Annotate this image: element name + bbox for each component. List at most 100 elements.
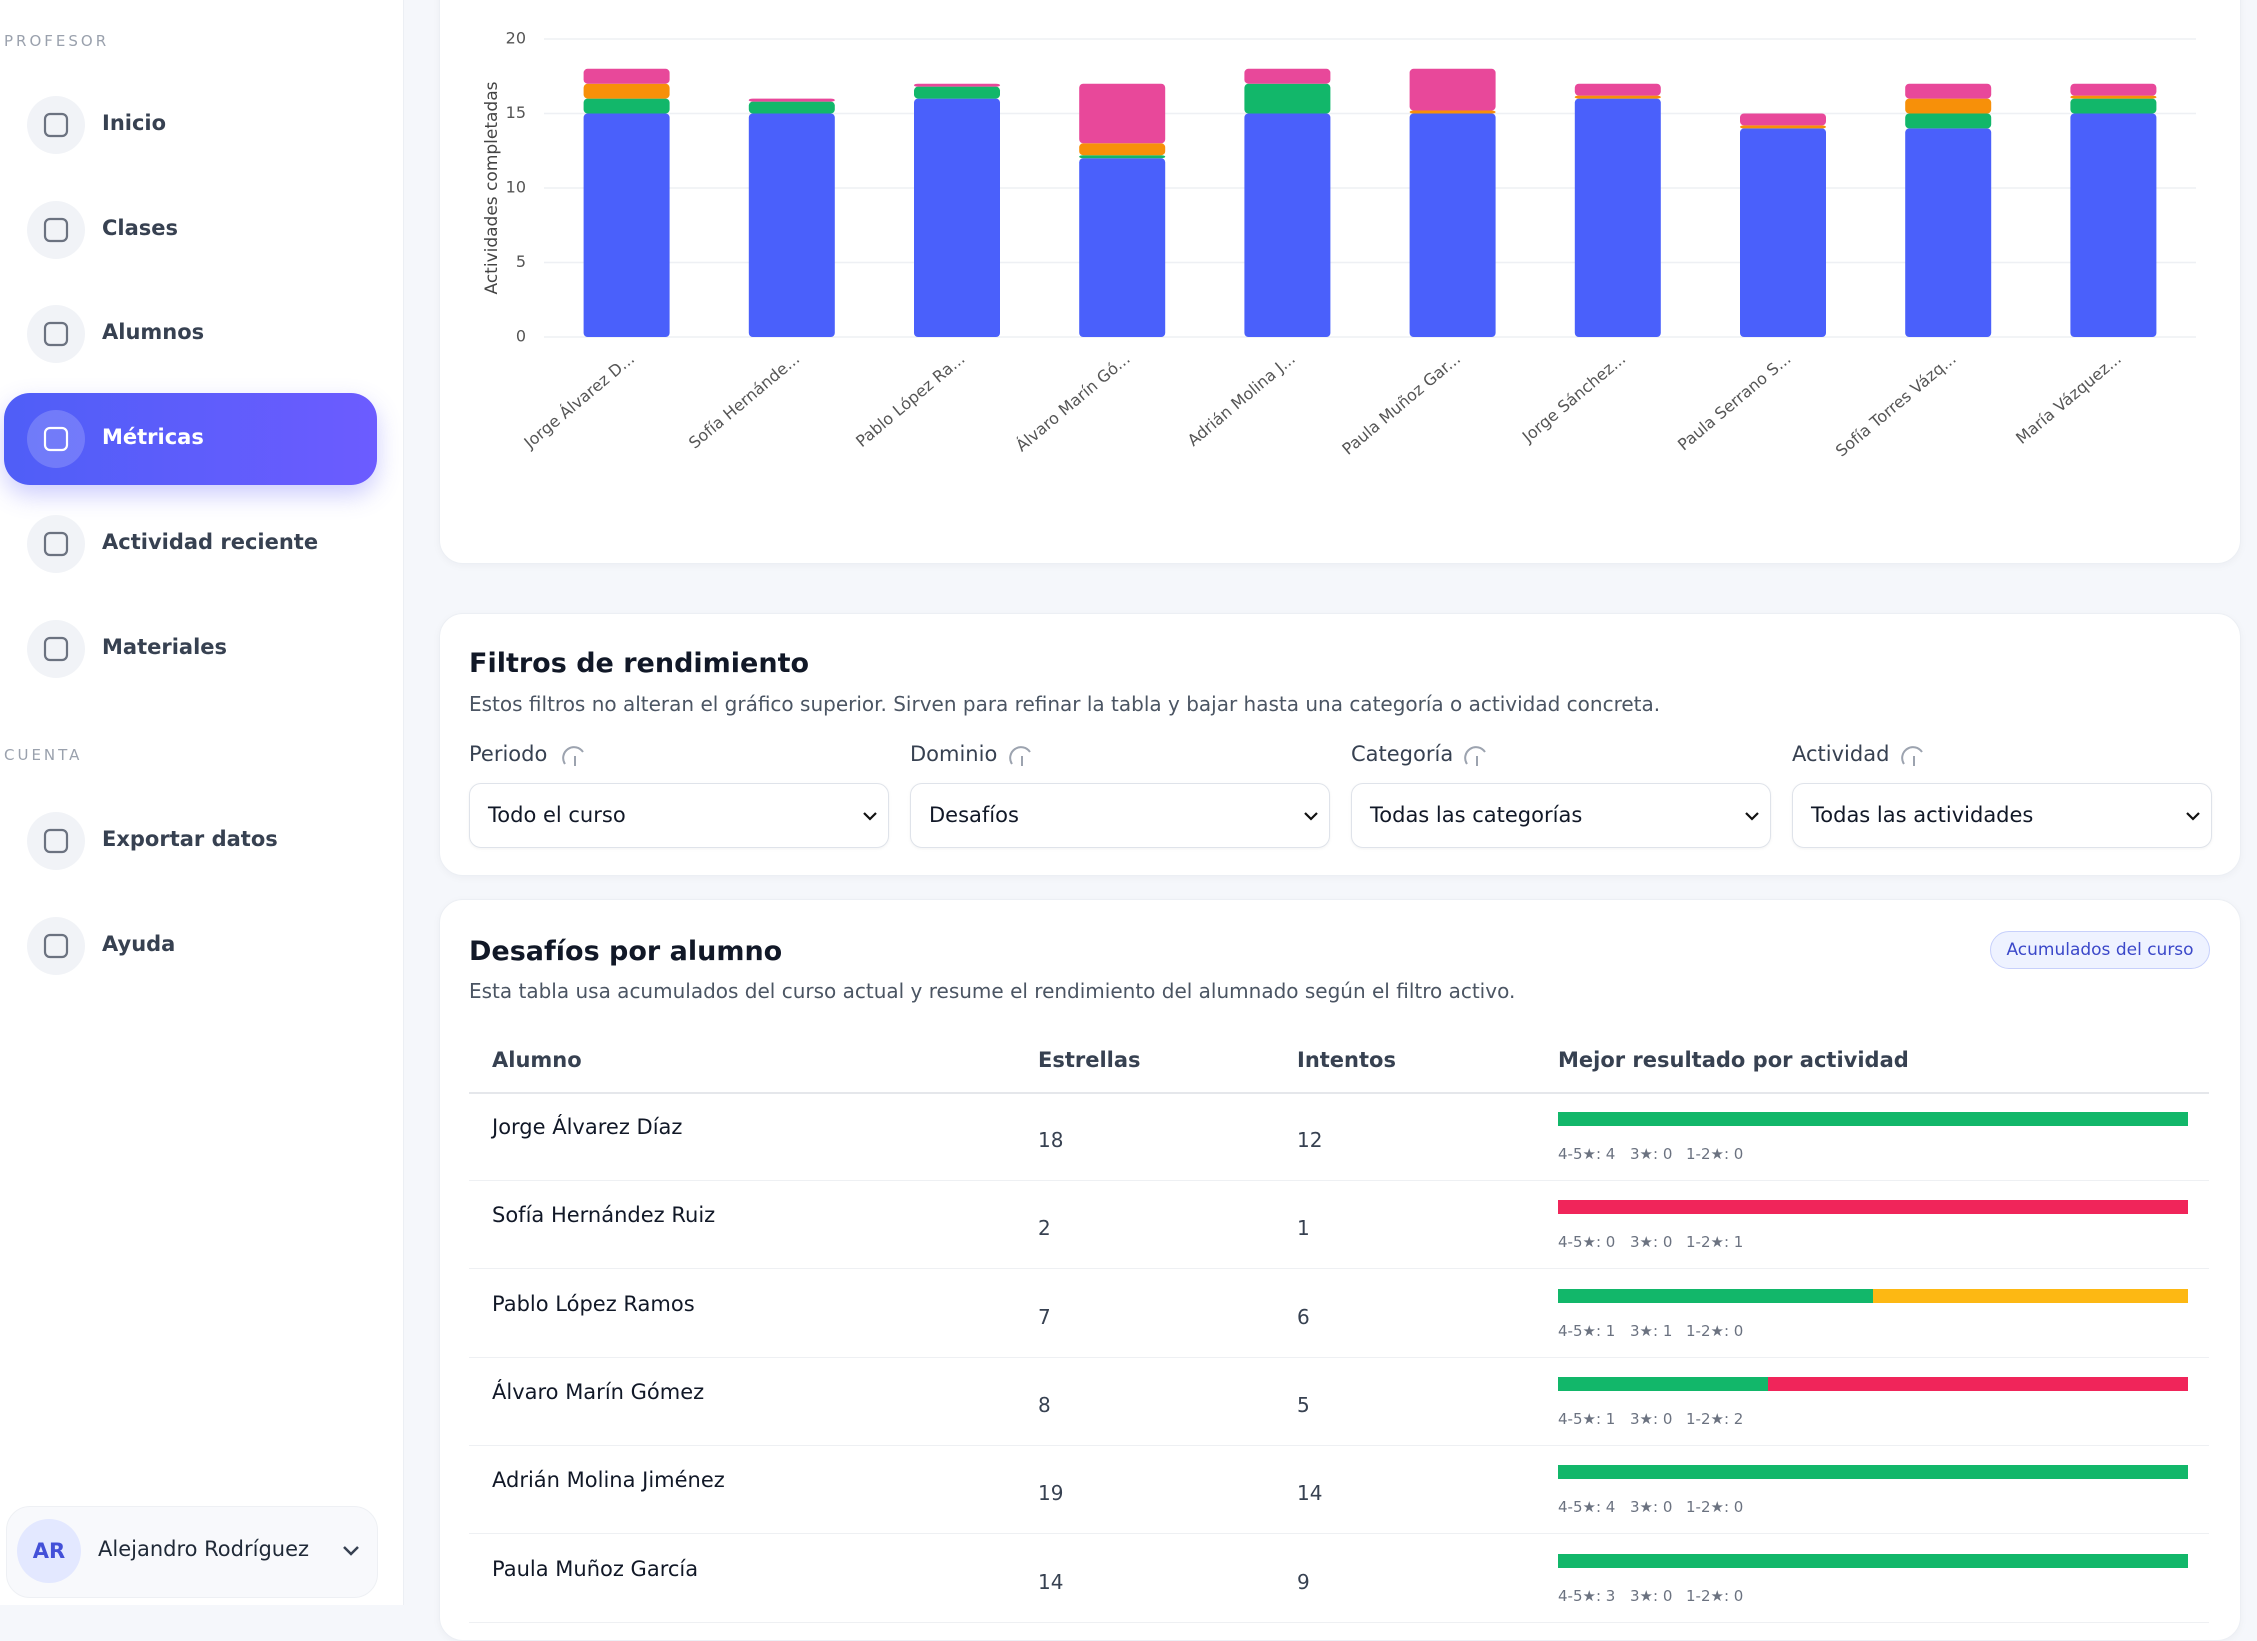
arrow-line bbox=[2186, 812, 2200, 821]
nav-item[interactable]: Alumnos bbox=[102, 320, 205, 344]
user-box bbox=[6, 1506, 378, 1598]
result-label: 1-2★: 0 bbox=[1686, 1321, 1744, 1340]
bar-segment bbox=[2070, 83, 2157, 96]
icon-bg bbox=[27, 410, 85, 468]
stars: 8 bbox=[1038, 1392, 1051, 1417]
nav-icon bbox=[27, 201, 85, 259]
y-tick-label: 20 bbox=[506, 29, 526, 48]
result-label: 1-2★: 0 bbox=[1686, 1586, 1744, 1605]
bar-segment bbox=[1409, 68, 1496, 111]
info-glyph bbox=[1901, 746, 1923, 766]
filter-label: Actividad bbox=[1792, 742, 1890, 766]
result-segment bbox=[1558, 1200, 2188, 1215]
icon-bg bbox=[27, 515, 85, 573]
bar-segment bbox=[1905, 98, 1992, 114]
x-tick-label: Paula Muñoz Gar... bbox=[1338, 349, 1464, 459]
nav-icon bbox=[27, 410, 85, 468]
result-label: 4-5★: 3 bbox=[1558, 1586, 1616, 1605]
bar-segment bbox=[914, 98, 1000, 337]
select-arrow bbox=[1745, 812, 1759, 821]
filter-label: Dominio bbox=[910, 742, 998, 766]
user-name: Alejandro Rodríguez bbox=[98, 1537, 310, 1561]
nav-item[interactable]: Clases bbox=[102, 216, 179, 240]
y-axis-label: Actividades completadas bbox=[482, 81, 502, 294]
info-icon bbox=[1009, 746, 1031, 766]
bar-segment bbox=[1905, 83, 1992, 99]
nav-item[interactable]: Exportar datos bbox=[102, 827, 278, 851]
icon-bg bbox=[27, 305, 85, 363]
result-label: 3★: 0 bbox=[1630, 1145, 1673, 1163]
sidebar: PROFESOR Inicio Clases Alumnos Métricas Activ… bbox=[0, 0, 404, 1605]
icon-glyph bbox=[43, 426, 69, 452]
bar-segment bbox=[1409, 113, 1496, 337]
bar-segment bbox=[1079, 143, 1166, 156]
student-name: Paula Muñoz García bbox=[492, 1556, 699, 1581]
x-tick-label: Sofía Torres Vázq... bbox=[1832, 349, 1960, 461]
nav-item[interactable]: Materiales bbox=[102, 635, 228, 659]
student-name: Jorge Álvarez Díaz bbox=[492, 1115, 683, 1139]
chevron bbox=[343, 1546, 359, 1556]
filter-label: Periodo bbox=[469, 742, 548, 766]
bar-segment bbox=[2070, 95, 2157, 99]
bar-segment bbox=[2070, 98, 2157, 114]
student-name: Álvaro Marín Gómez bbox=[492, 1379, 705, 1404]
bar-segment bbox=[914, 86, 1000, 99]
y-tick-label: 15 bbox=[506, 103, 526, 122]
stars: 14 bbox=[1038, 1569, 1064, 1594]
result-label: 3★: 0 bbox=[1630, 1233, 1673, 1252]
arrow-line bbox=[1745, 812, 1759, 821]
icon-bg bbox=[27, 96, 85, 154]
student-name: Sofía Hernández Ruiz bbox=[492, 1203, 716, 1228]
table-card: Desafíos por alumno Acumulados del curso E… bbox=[439, 899, 2241, 1641]
icon-glyph bbox=[43, 828, 69, 854]
student-name: Adrián Molina Jiménez bbox=[492, 1468, 725, 1493]
result-label: 3★: 1 bbox=[1630, 1321, 1673, 1340]
select-arrow bbox=[863, 812, 877, 821]
nav-icon bbox=[27, 305, 85, 363]
nav-item[interactable]: Ayuda bbox=[102, 932, 176, 956]
x-tick-label: Jorge Sánchez... bbox=[1518, 349, 1629, 447]
nav-item[interactable]: Métricas bbox=[102, 425, 204, 449]
attempts: 14 bbox=[1297, 1481, 1323, 1506]
x-tick-label: María Vázquez... bbox=[2012, 349, 2125, 448]
select[interactable]: Todo el curso bbox=[469, 783, 889, 848]
result-bar bbox=[1558, 1465, 2188, 1480]
icon-bg bbox=[27, 620, 85, 678]
icon-glyph bbox=[43, 933, 69, 959]
icon-glyph bbox=[43, 217, 69, 243]
result-bar bbox=[1558, 1200, 2188, 1215]
result-segment bbox=[1558, 1465, 2188, 1480]
nav-item[interactable]: Inicio bbox=[102, 111, 167, 135]
icon-glyph bbox=[43, 636, 69, 662]
nav-icon bbox=[27, 620, 85, 678]
select[interactable]: Desafíos bbox=[910, 783, 1330, 848]
header-rule bbox=[469, 1092, 2209, 1094]
result-bar bbox=[1558, 1288, 2188, 1303]
bar-segment bbox=[1905, 128, 1992, 337]
column-header: Mejor resultado por actividad bbox=[1558, 1048, 1909, 1072]
select[interactable]: Todas las actividades bbox=[1792, 783, 2212, 848]
result-segment bbox=[1558, 1553, 2188, 1568]
result-segment bbox=[1558, 1376, 1768, 1391]
bar-segment bbox=[583, 98, 670, 114]
icon-bg bbox=[27, 201, 85, 259]
row-rule bbox=[469, 1621, 2209, 1623]
icon-bg bbox=[27, 812, 85, 870]
section-heading: CUENTA bbox=[4, 746, 83, 764]
x-tick-label: Pablo López Ra... bbox=[852, 349, 968, 451]
select-value: Todo el curso bbox=[488, 803, 626, 827]
nav-item[interactable]: Actividad reciente bbox=[102, 530, 319, 554]
arrow-line bbox=[1304, 812, 1318, 821]
result-segment bbox=[1558, 1112, 2188, 1126]
result-label: 4-5★: 0 bbox=[1558, 1233, 1616, 1252]
select[interactable]: Todas las categorías bbox=[1351, 783, 1771, 848]
result-label: 4-5★: 4 bbox=[1558, 1498, 1616, 1517]
bar-segment bbox=[748, 113, 835, 337]
y-tick-label: 0 bbox=[516, 327, 526, 346]
attempts: 6 bbox=[1297, 1304, 1310, 1329]
bar-segment bbox=[1740, 113, 1826, 126]
bar-segment bbox=[748, 98, 835, 102]
icon-glyph bbox=[43, 321, 69, 347]
bar-segment bbox=[2070, 113, 2157, 337]
